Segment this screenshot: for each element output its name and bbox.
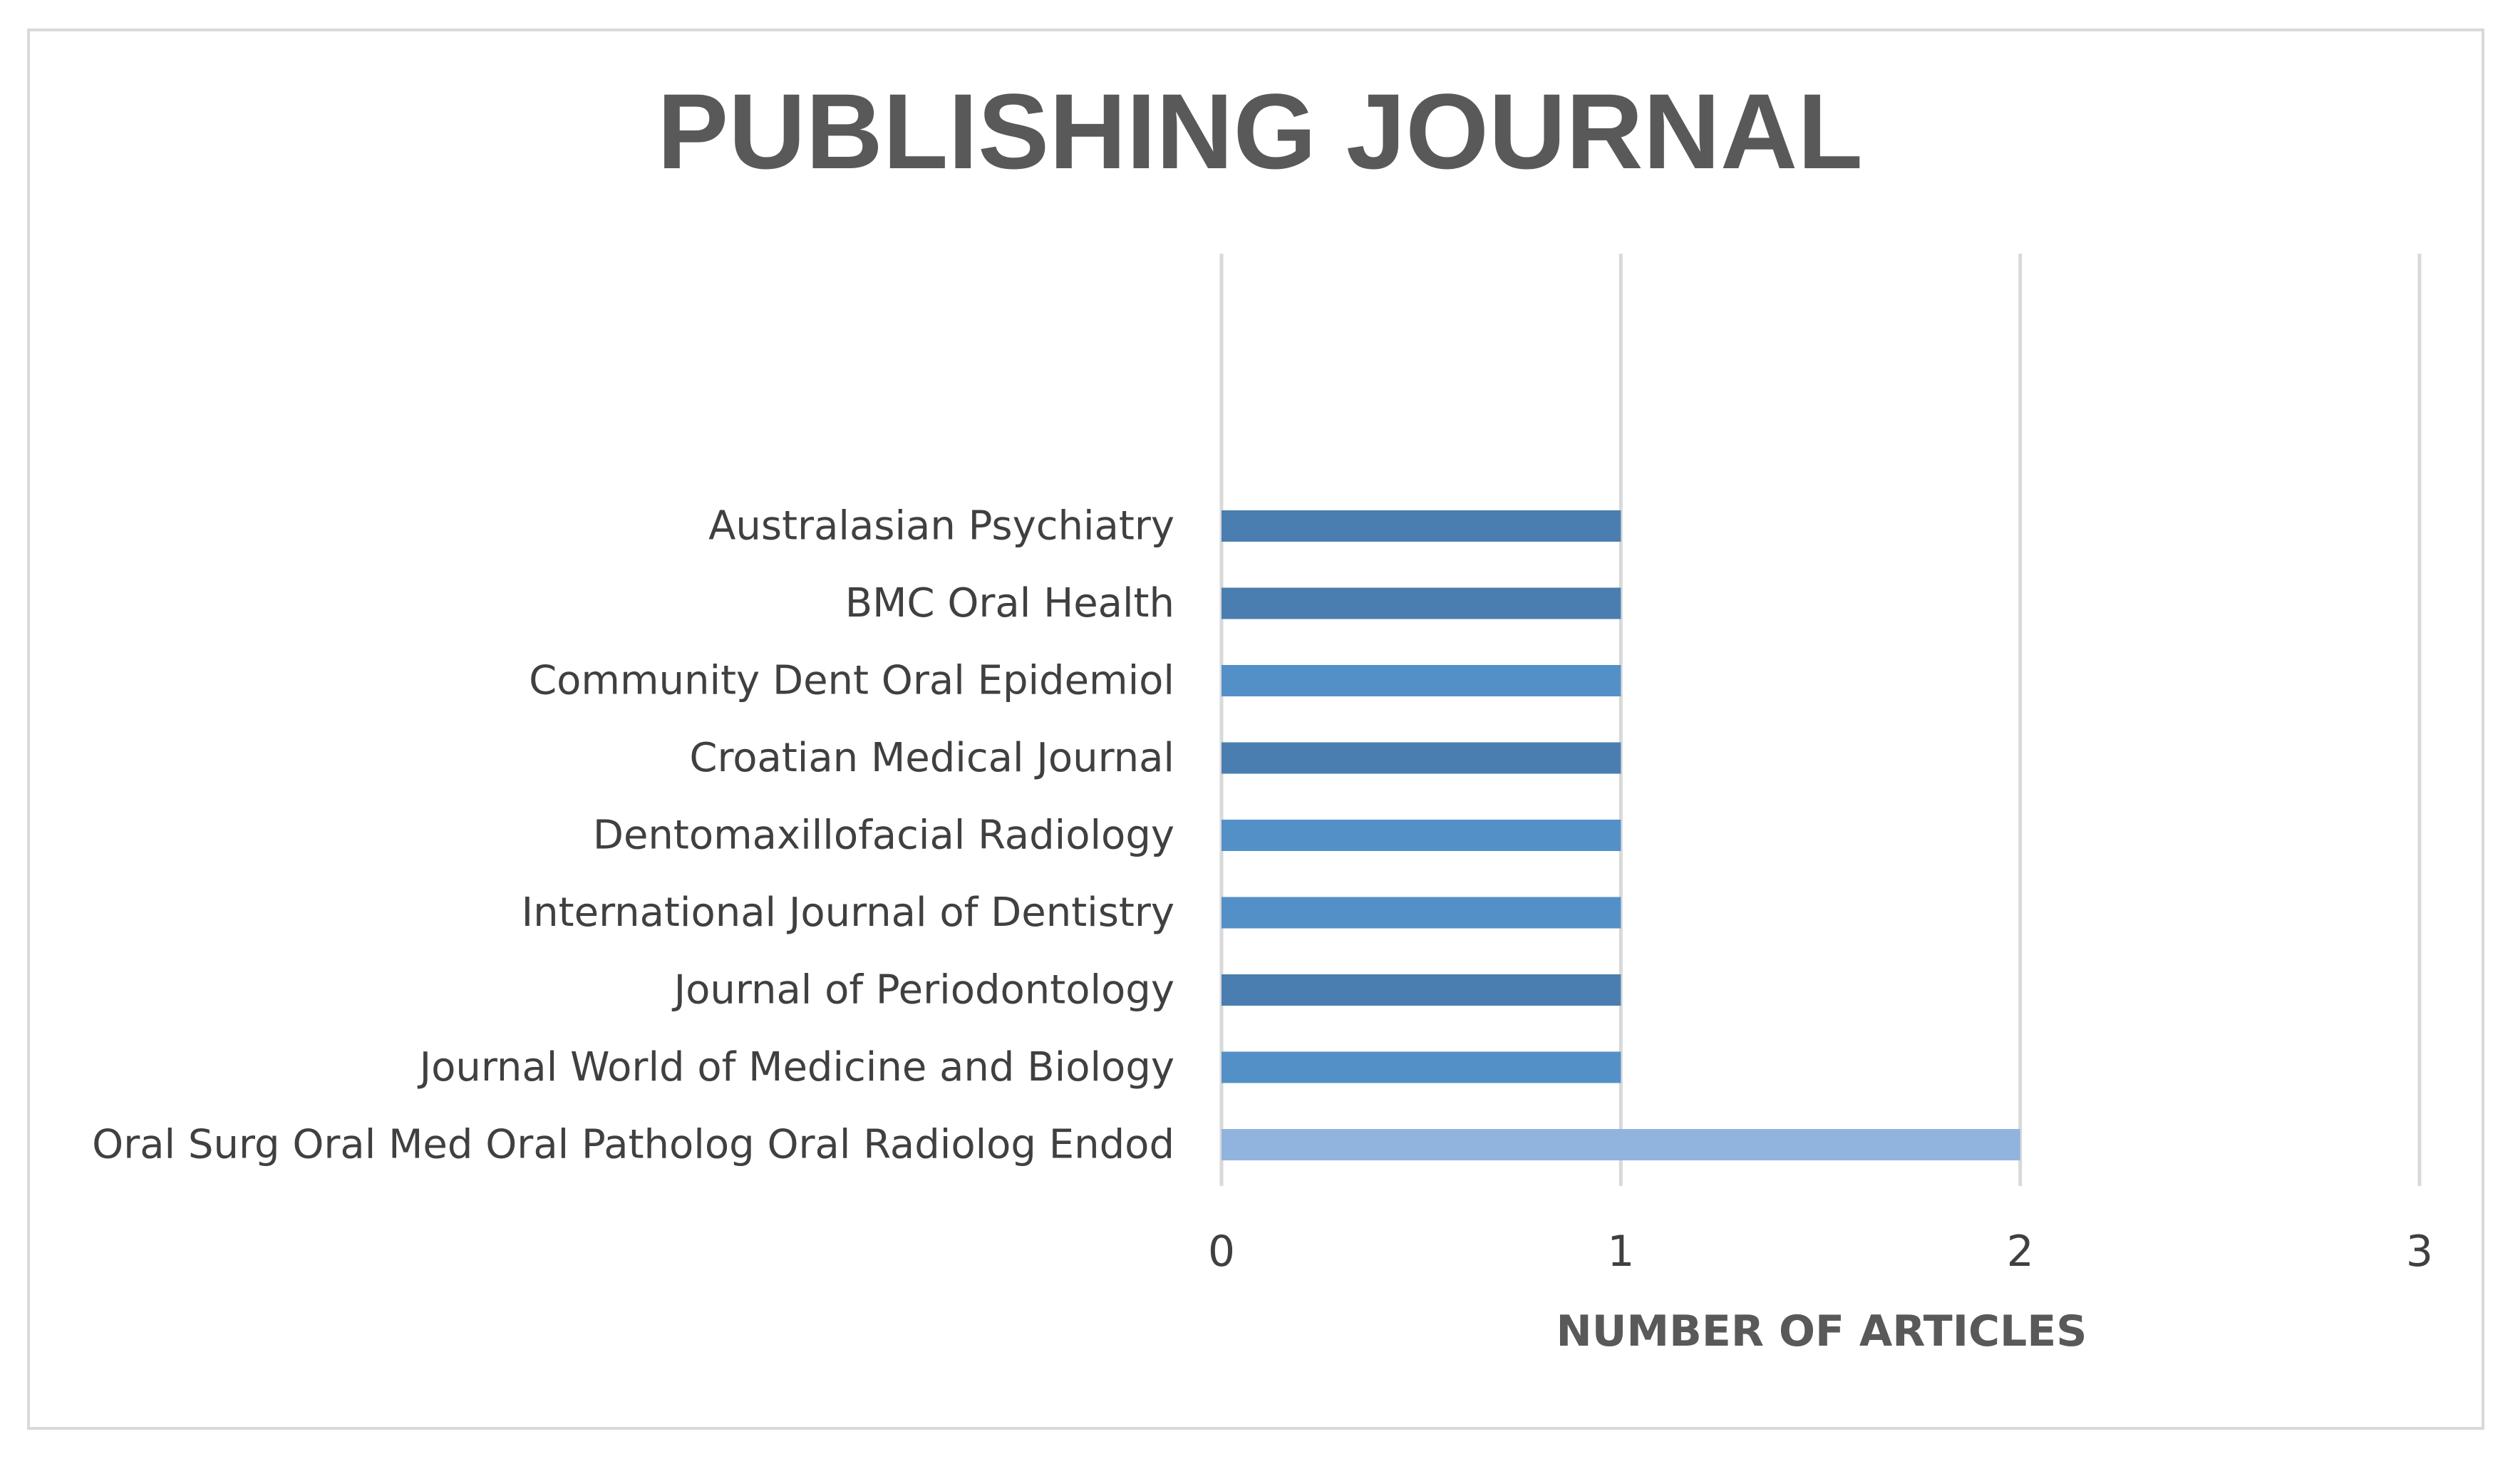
x-tick-label: 1 xyxy=(1607,1227,1634,1277)
bars xyxy=(1222,510,2020,1160)
category-label: Community Dent Oral Epidemiol xyxy=(529,658,1174,704)
category-label: Dentomaxillofacial Radiology xyxy=(593,813,1174,859)
category-label: Oral Surg Oral Med Oral Patholog Oral Ra… xyxy=(92,1122,1174,1168)
category-label: BMC Oral Health xyxy=(845,580,1174,627)
category-label: Journal World of Medicine and Biology xyxy=(418,1044,1174,1091)
x-tick-label: 3 xyxy=(2406,1227,2433,1277)
chart-title: PUBLISHING JOURNAL xyxy=(657,71,1863,191)
gridlines xyxy=(1219,254,2422,1186)
chart-frame xyxy=(27,29,2484,1430)
bar xyxy=(1222,1129,2020,1160)
x-tick-label: 2 xyxy=(2007,1227,2034,1277)
bar xyxy=(1222,665,1621,696)
category-labels: Australasian Psychiatry BMC Oral Health Co… xyxy=(92,503,1174,1168)
bar xyxy=(1222,820,1621,851)
bar xyxy=(1222,1051,1621,1083)
bar xyxy=(1222,742,1621,774)
x-axis-title: NUMBER OF ARTICLES xyxy=(1556,1306,2087,1356)
category-label: Australasian Psychiatry xyxy=(708,503,1174,550)
bar xyxy=(1222,510,1621,542)
category-label: Journal of Periodontology xyxy=(672,967,1174,1014)
bar xyxy=(1222,587,1621,619)
x-tick-labels: 0 1 2 3 xyxy=(1208,1227,2433,1277)
bar xyxy=(1222,897,1621,929)
category-label: Croatian Medical Journal xyxy=(689,735,1174,781)
category-label: International Journal of Dentistry xyxy=(522,890,1174,936)
bar xyxy=(1222,974,1621,1006)
x-tick-label: 0 xyxy=(1208,1227,1235,1277)
